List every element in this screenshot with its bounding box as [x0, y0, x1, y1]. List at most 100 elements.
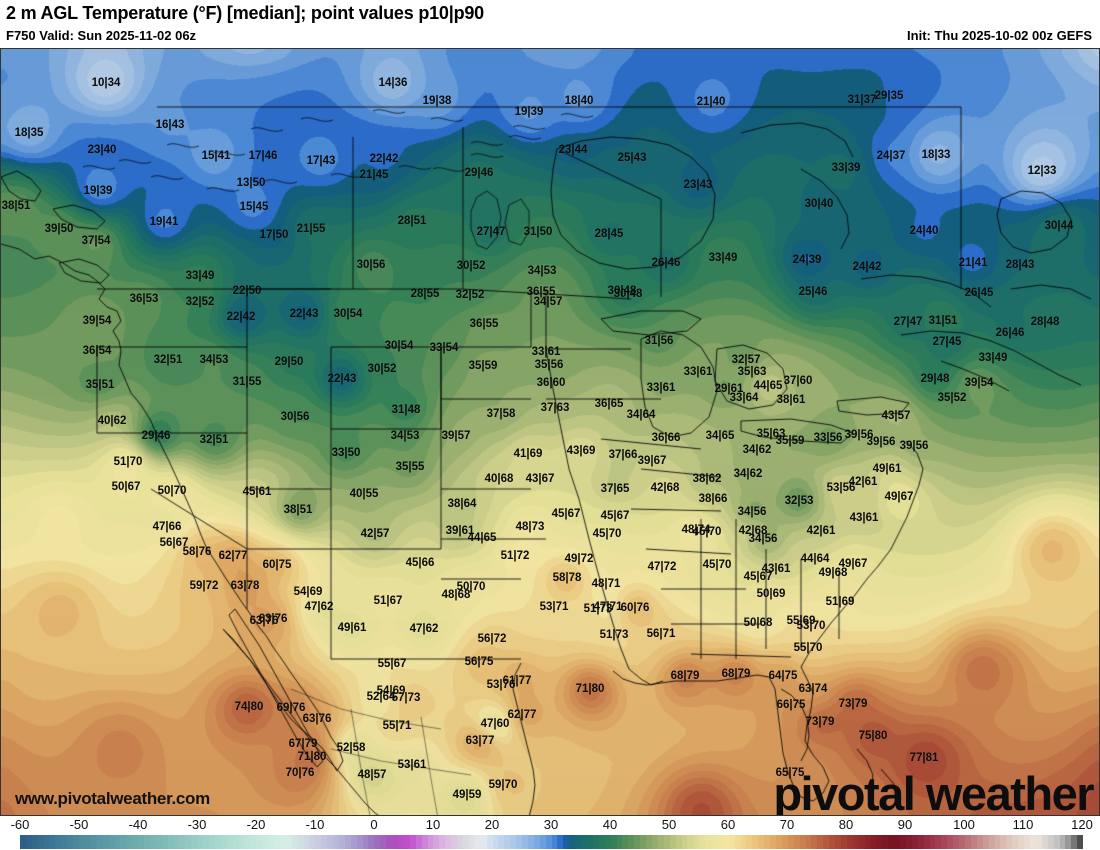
colorbar-segment — [31, 835, 38, 849]
colorbar-tick: 40 — [602, 817, 618, 832]
colorbar-segment — [610, 835, 617, 849]
colorbar-segment — [728, 835, 735, 849]
colorbar-segment — [209, 835, 215, 849]
colorbar-tick: -20 — [246, 817, 266, 832]
colorbar-segment — [273, 835, 280, 849]
colorbar-segment — [669, 835, 676, 849]
colorbar-segment — [663, 835, 670, 849]
colorbar-segment — [84, 835, 91, 849]
colorbar-segment — [527, 835, 534, 849]
colorbar-segment — [1071, 835, 1078, 849]
colorbar-segment — [498, 835, 505, 849]
page-title: 2 m AGL Temperature (°F) [median]; point… — [6, 3, 484, 23]
colorbar-segment — [923, 835, 930, 849]
colorbar-tick: 100 — [953, 817, 975, 832]
colorbar-segment — [734, 835, 741, 849]
colorbar-segment — [510, 835, 517, 849]
colorbar-segment — [356, 835, 363, 849]
colorbar-segment — [1059, 835, 1066, 849]
colorbar-segment — [73, 835, 80, 849]
colorbar-segment — [468, 835, 475, 849]
colorbar-segment — [770, 835, 776, 849]
colorbar-segment — [149, 835, 156, 849]
colorbar-segment — [256, 835, 263, 849]
colorbar-segment — [303, 835, 310, 849]
colorbar-tick: -60 — [10, 817, 30, 832]
colorbar-segment — [415, 835, 422, 849]
colorbar[interactable]: -60 -50 -40 -30 -20 -10 0 10 20 30 40 50 60 70 80 90 100… — [0, 816, 1100, 850]
temperature-contour-field[interactable] — [1, 49, 1099, 815]
colorbar-segment — [858, 835, 865, 849]
colorbar-segment — [309, 835, 316, 849]
colorbar-segment — [1012, 835, 1019, 849]
brand-watermark: pivotal weather — [773, 767, 1094, 816]
colorbar-segment — [965, 835, 971, 849]
colorbar-segment — [386, 835, 393, 849]
colorbar-segment — [776, 835, 782, 849]
colorbar-segment — [368, 835, 375, 849]
colorbar-segment — [403, 835, 410, 849]
colorbar-tick: 10 — [425, 817, 441, 832]
colorbar-segment — [451, 835, 458, 849]
colorbar-segment — [829, 835, 836, 849]
colorbar-segment — [427, 835, 434, 849]
colorbar-segment — [905, 835, 912, 849]
colorbar-segment — [876, 835, 883, 849]
colorbar-segment — [262, 835, 269, 849]
colorbar-segment — [1029, 835, 1036, 849]
colorbar-segment — [911, 835, 918, 849]
colorbar-segment — [203, 835, 209, 849]
colorbar-segment — [445, 835, 452, 849]
colorbar-gradient[interactable] — [20, 835, 1084, 849]
colorbar-tick-labels: -60 -50 -40 -30 -20 -10 0 10 20 30 40 50 60 70 80 90 100… — [0, 816, 1100, 834]
colorbar-segment — [191, 835, 198, 849]
colorbar-segment — [220, 835, 227, 849]
colorbar-segment — [616, 835, 623, 849]
colorbar-segment — [20, 835, 26, 849]
page-header: 2 m AGL Temperature (°F) [median]; point… — [0, 0, 1100, 50]
colorbar-segment — [457, 835, 463, 849]
colorbar-segment — [846, 835, 853, 849]
colorbar-segment — [173, 835, 180, 849]
colorbar-segment — [947, 835, 954, 849]
colorbar-segment — [344, 835, 351, 849]
colorbar-segment — [988, 835, 995, 849]
colorbar-segment — [421, 835, 428, 849]
colorbar-segment — [291, 835, 298, 849]
colorbar-segment — [1047, 835, 1054, 849]
colorbar-segment — [976, 835, 983, 849]
colorbar-segment — [716, 835, 723, 849]
colorbar-segment — [374, 835, 381, 849]
colorbar-segment — [587, 835, 593, 849]
colorbar-segment — [675, 835, 682, 849]
colorbar-segment — [492, 835, 499, 849]
colorbar-tick: 30 — [543, 817, 559, 832]
colorbar-segment — [55, 835, 62, 849]
colorbar-segment — [338, 835, 345, 849]
colorbar-segment — [244, 835, 251, 849]
colorbar-tick: 60 — [720, 817, 736, 832]
colorbar-segment — [817, 835, 824, 849]
colorbar-segment — [1000, 835, 1007, 849]
colorbar-segment — [197, 835, 204, 849]
colorbar-segment — [953, 835, 960, 849]
colorbar-segment — [167, 835, 174, 849]
colorbar-segment — [1053, 835, 1060, 849]
colorbar-segment — [1024, 835, 1030, 849]
colorbar-segment — [1077, 835, 1084, 849]
colorbar-segment — [835, 835, 841, 849]
map-viewport[interactable]: 18|35 10|34 23|40 19|39 16|43 15|41 17|46 13|50… — [0, 48, 1100, 816]
colorbar-segment — [49, 835, 56, 849]
colorbar-segment — [888, 835, 895, 849]
colorbar-segment — [900, 835, 906, 849]
colorbar-segment — [25, 835, 32, 849]
colorbar-tick: -10 — [305, 817, 325, 832]
colorbar-segment — [250, 835, 257, 849]
colorbar-segment — [929, 835, 936, 849]
colorbar-segment — [462, 835, 469, 849]
colorbar-segment — [516, 835, 523, 849]
colorbar-segment — [392, 835, 398, 849]
colorbar-segment — [563, 835, 570, 849]
colorbar-segment — [982, 835, 989, 849]
colorbar-segment — [693, 835, 700, 849]
